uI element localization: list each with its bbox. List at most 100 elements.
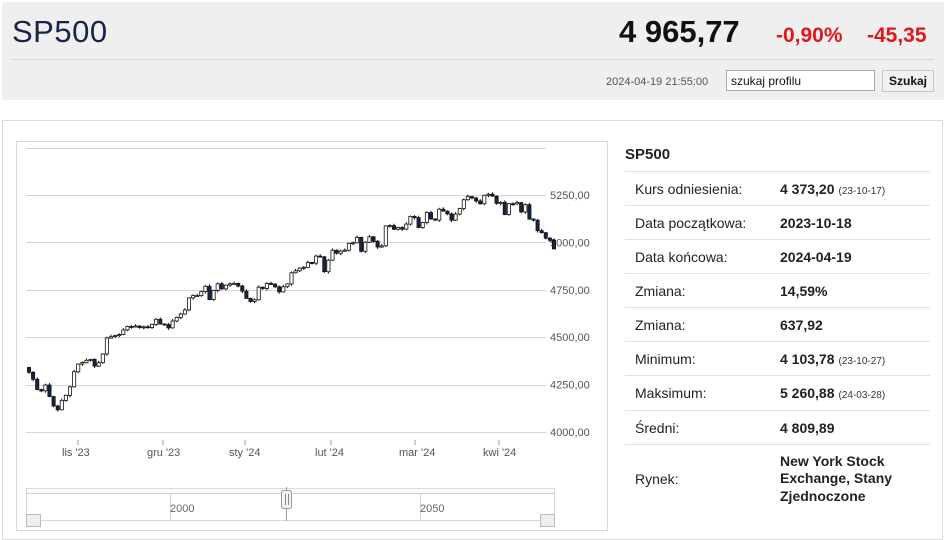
candle-body	[408, 216, 413, 225]
candle-body	[535, 219, 540, 232]
candle-body	[494, 195, 499, 204]
candle-body	[158, 318, 163, 325]
candle-body	[211, 289, 216, 300]
info-title: SP500	[625, 146, 671, 163]
info-value: New York Stock Exchange, Stany Zjednoczo…	[779, 444, 930, 513]
info-value: 2023-10-18	[779, 205, 930, 240]
candle-body	[51, 396, 56, 407]
candle-body	[355, 237, 360, 244]
info-value: 2024-04-19	[779, 239, 930, 274]
candle-body	[35, 378, 40, 390]
candle-body	[510, 203, 515, 206]
candle-body	[334, 249, 339, 254]
candle-body	[457, 208, 462, 215]
candle-body	[445, 210, 450, 215]
info-value-text: 637,92	[780, 316, 823, 333]
last-price: 4 965,77	[619, 14, 740, 49]
candle-body	[273, 283, 278, 288]
y-tick-label: 5250,00	[550, 190, 590, 202]
navigator-handle[interactable]	[281, 490, 292, 509]
info-value-text: 14,59%	[780, 282, 828, 299]
candle-body	[309, 262, 314, 264]
candle-body	[527, 204, 532, 220]
candle-body	[523, 204, 528, 213]
quote-header: SP500 4 965,77 -0,90% -45,35 2024-04-19 …	[2, 2, 944, 100]
candle-body	[391, 225, 396, 230]
candle-body	[424, 212, 429, 223]
candle-body	[43, 384, 48, 392]
y-tick-label: 5000,00	[550, 237, 590, 249]
search-input[interactable]	[726, 70, 875, 91]
candle-body	[268, 282, 273, 285]
candle-body	[256, 286, 261, 301]
scroll-right-button[interactable]	[540, 514, 555, 527]
candle-body	[191, 295, 196, 299]
page-title: SP500	[12, 14, 108, 49]
candle-body	[59, 399, 64, 411]
candle-body	[478, 200, 483, 205]
candle-body	[223, 284, 228, 290]
candle-body	[552, 239, 557, 250]
candle-body	[117, 334, 122, 337]
candle-body	[367, 236, 372, 243]
candle-body	[465, 196, 470, 201]
y-tick-label: 4250,00	[550, 380, 590, 392]
y-tick-label: 4000,00	[550, 427, 590, 439]
info-row: Data końcowa: 2024-04-19	[625, 239, 930, 274]
search-button[interactable]: Szukaj	[882, 70, 934, 92]
candle-body	[39, 389, 44, 392]
candle-body	[88, 358, 93, 361]
navigator-tick-label: 2050	[420, 503, 444, 515]
candle-body	[515, 202, 520, 205]
info-row: Kurs odniesienia: 4 373,20 (23-10-17)	[625, 171, 930, 206]
x-tick-label: lis '23	[62, 447, 90, 459]
candle-body	[264, 282, 269, 289]
candle-body	[244, 290, 249, 299]
candle-body	[420, 222, 425, 228]
info-value-date: (23-10-17)	[838, 185, 886, 197]
info-value: 4 373,20 (23-10-17)	[779, 171, 930, 206]
candle-body	[182, 309, 187, 315]
candle-body	[215, 283, 220, 291]
candle-body	[318, 255, 323, 258]
x-tick-label: lut '24	[315, 447, 344, 459]
candle-body	[104, 337, 109, 355]
candle-body	[84, 359, 89, 364]
candle-body	[433, 218, 438, 221]
x-tick-label: gru '23	[147, 447, 180, 459]
candle-body	[174, 316, 179, 322]
candle-body	[162, 323, 167, 326]
candle-body	[240, 285, 245, 292]
candle-body	[342, 249, 347, 252]
candle-body	[100, 353, 105, 364]
info-value-text: 2024-04-19	[780, 248, 852, 265]
candle-body	[322, 256, 327, 273]
candle-body	[305, 262, 310, 268]
candle-body	[76, 363, 81, 373]
candle-body	[26, 367, 31, 373]
info-value-text: 4 373,20	[780, 180, 835, 197]
info-label: Średni:	[625, 410, 779, 445]
change-percent: -0,90%	[776, 24, 843, 47]
info-value-text: New York Stock Exchange, Stany Zjednoczo…	[780, 452, 893, 504]
info-value: 4 809,89	[779, 410, 930, 445]
info-value-text: 4 809,89	[780, 419, 835, 436]
quote-timestamp: 2024-04-19 21:55:00	[606, 76, 709, 88]
candle-body	[330, 249, 335, 261]
info-row: Minimum: 4 103,78 (23-10-27)	[625, 341, 930, 376]
candle-body	[133, 325, 138, 328]
candle-body	[461, 199, 466, 209]
candle-body	[449, 213, 454, 221]
info-row: Rynek: New York Stock Exchange, Stany Zje…	[625, 444, 930, 513]
candle-body	[441, 208, 446, 212]
candle-body	[207, 285, 212, 301]
candle-body	[400, 227, 405, 230]
info-row: Zmiana: 637,92	[625, 307, 930, 342]
candle-body	[80, 362, 85, 365]
scroll-left-button[interactable]	[26, 514, 41, 527]
candle-body	[129, 326, 134, 328]
candle-body	[203, 285, 208, 293]
info-value-date: (24-03-28)	[838, 390, 886, 401]
candle-body	[277, 286, 282, 293]
candle-body	[502, 201, 507, 215]
